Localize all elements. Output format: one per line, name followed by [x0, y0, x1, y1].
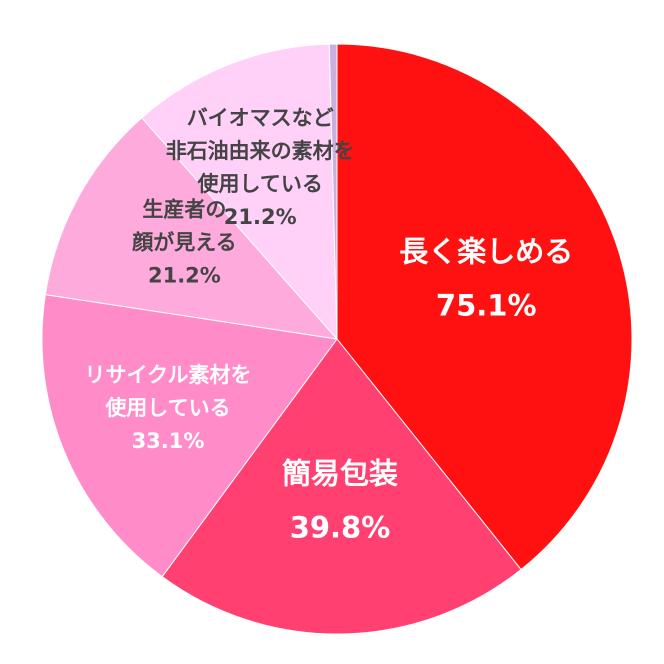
- slice-value-text: 33.1%: [132, 429, 205, 453]
- pie-labels: 長く楽しめる75.1%簡易包装39.8%リサイクル素材を使用している33.1%生…: [85, 106, 574, 545]
- slice-name-text: 生産者の: [142, 197, 226, 221]
- slice-value-text: 21.2%: [224, 205, 297, 229]
- slice-value-text: 21.2%: [148, 263, 221, 287]
- pie-slice-3: [41, 294, 338, 578]
- slice-value-text: 39.8%: [290, 510, 391, 544]
- pie-slice-5: [141, 43, 338, 341]
- slice-name-text: 簡易包装: [282, 456, 398, 490]
- pie-slice-2: [161, 338, 522, 635]
- pie-slice-4: [44, 117, 339, 340]
- slice-name-text: 非石油由来の素材を: [166, 139, 355, 163]
- pie-slice-label-2: 簡易包装 39.8%: [282, 456, 398, 544]
- slice-name-text: 使用している: [197, 172, 323, 196]
- pie-slice-label-1: 長く楽しめる 75.1%: [399, 234, 573, 322]
- slice-name-text: 使用している: [104, 396, 230, 420]
- slice-name-text: 顔が見える: [131, 230, 236, 254]
- slice-name-text: リサイクル素材を: [85, 363, 252, 387]
- slice-name-text: バイオマスなど: [187, 106, 334, 130]
- pie-slice-6: [328, 43, 338, 340]
- slice-value-text: 75.1%: [436, 288, 537, 322]
- pie-slices: [41, 43, 633, 635]
- pie-slice-1: [336, 43, 633, 571]
- slice-name-text: 長く楽しめる: [399, 234, 573, 268]
